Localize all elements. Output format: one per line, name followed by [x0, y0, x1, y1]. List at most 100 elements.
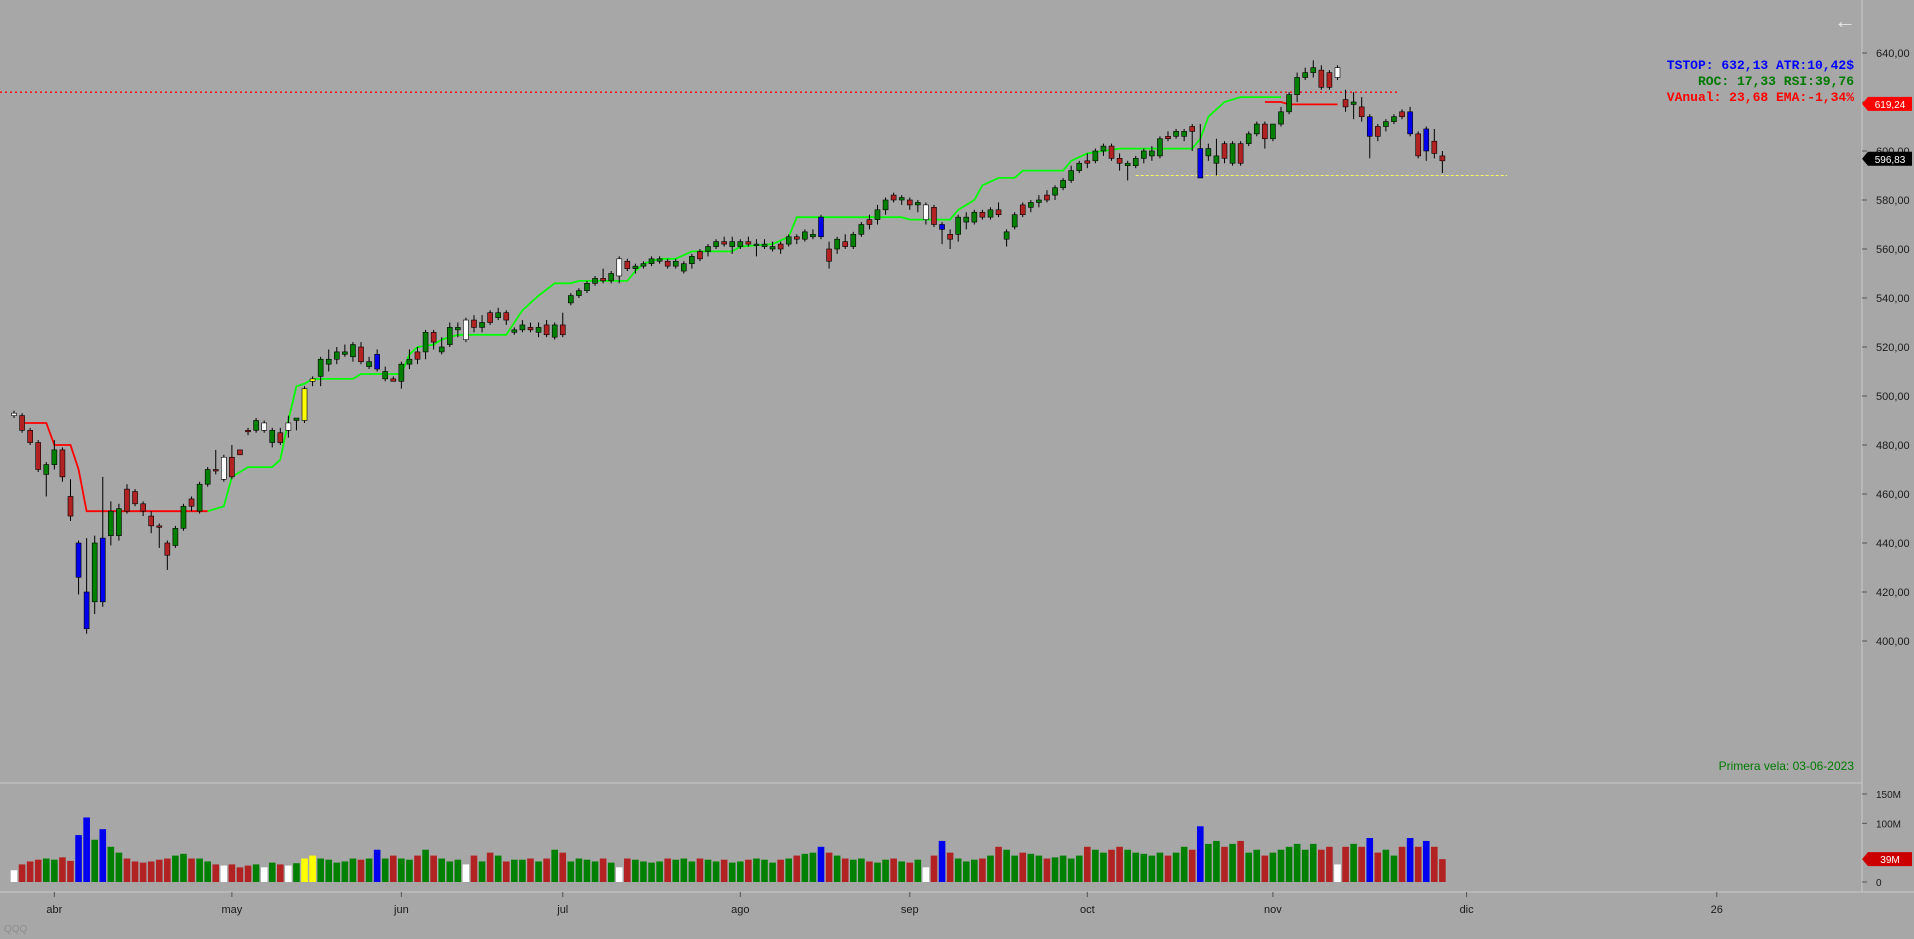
- candle-body[interactable]: [705, 246, 711, 252]
- volume-bar[interactable]: [567, 861, 575, 882]
- volume-bar[interactable]: [107, 846, 115, 882]
- volume-bar[interactable]: [591, 861, 599, 882]
- volume-bar[interactable]: [83, 817, 90, 882]
- candle-body[interactable]: [1358, 106, 1365, 118]
- candle-body[interactable]: [261, 422, 267, 431]
- candle-body[interactable]: [987, 209, 994, 218]
- candle-body[interactable]: [527, 327, 534, 331]
- volume-bar[interactable]: [1188, 849, 1196, 882]
- volume-bar[interactable]: [1374, 852, 1382, 882]
- candle-body[interactable]: [35, 442, 42, 470]
- candle-body[interactable]: [196, 483, 203, 512]
- candle-body[interactable]: [1237, 143, 1244, 164]
- candle-body[interactable]: [471, 319, 477, 328]
- candle-body[interactable]: [1229, 143, 1236, 164]
- candle-body[interactable]: [325, 358, 332, 365]
- volume-bar[interactable]: [172, 855, 179, 882]
- candle-body[interactable]: [979, 211, 986, 218]
- volume-bar[interactable]: [470, 855, 478, 882]
- volume-bar[interactable]: [293, 863, 300, 882]
- candle-body[interactable]: [1189, 126, 1196, 132]
- candle-body[interactable]: [1407, 111, 1413, 135]
- candle-body[interactable]: [923, 204, 929, 220]
- volume-bar[interactable]: [244, 865, 252, 882]
- candle-body[interactable]: [204, 469, 211, 485]
- candle-body[interactable]: [438, 346, 445, 353]
- volume-bar[interactable]: [1269, 852, 1277, 882]
- candle-body[interactable]: [1294, 77, 1300, 95]
- candle-body[interactable]: [882, 199, 889, 211]
- candle-body[interactable]: [1326, 72, 1333, 88]
- volume-bar[interactable]: [422, 849, 429, 882]
- candle-body[interactable]: [640, 263, 647, 267]
- volume-bar[interactable]: [1164, 855, 1172, 882]
- candle-body[interactable]: [906, 199, 913, 206]
- candle-body[interactable]: [164, 542, 171, 556]
- volume-bar[interactable]: [1035, 855, 1043, 882]
- volume-bar[interactable]: [1342, 846, 1349, 882]
- candle-body[interactable]: [713, 241, 719, 247]
- volume-bar[interactable]: [494, 855, 502, 882]
- candle-body[interactable]: [333, 351, 340, 360]
- candle-body[interactable]: [1181, 131, 1187, 137]
- candle-body[interactable]: [1205, 148, 1212, 157]
- candle-body[interactable]: [1278, 111, 1284, 125]
- candle-body[interactable]: [269, 429, 276, 443]
- candle-body[interactable]: [793, 236, 800, 240]
- candle-body[interactable]: [858, 224, 865, 235]
- volume-bar[interactable]: [720, 859, 728, 882]
- volume-bar[interactable]: [882, 859, 889, 882]
- candle-body[interactable]: [519, 324, 526, 331]
- volume-bar[interactable]: [75, 835, 82, 882]
- volume-bar[interactable]: [123, 858, 131, 882]
- volume-bar[interactable]: [559, 852, 567, 882]
- candle-body[interactable]: [1132, 158, 1139, 167]
- candle-body[interactable]: [1068, 170, 1074, 181]
- volume-bar[interactable]: [91, 839, 98, 882]
- volume-bar[interactable]: [502, 861, 510, 882]
- volume-bar[interactable]: [1390, 855, 1398, 882]
- volume-bar[interactable]: [1213, 840, 1220, 882]
- volume-bar[interactable]: [511, 859, 518, 882]
- candle-body[interactable]: [430, 331, 437, 343]
- candle-body[interactable]: [898, 197, 905, 201]
- volume-bar[interactable]: [1051, 857, 1059, 882]
- candle-body[interactable]: [915, 202, 921, 206]
- volume-bar[interactable]: [583, 859, 591, 882]
- candle-body[interactable]: [850, 234, 857, 247]
- volume-bar[interactable]: [672, 859, 680, 882]
- volume-bar[interactable]: [357, 859, 365, 882]
- candle-body[interactable]: [108, 510, 114, 536]
- candle-body[interactable]: [1116, 158, 1123, 164]
- candle-body[interactable]: [1108, 145, 1115, 159]
- volume-bar[interactable]: [1132, 852, 1140, 882]
- volume-bar[interactable]: [301, 858, 308, 882]
- volume-bar[interactable]: [995, 846, 1002, 882]
- candle-body[interactable]: [1375, 126, 1381, 137]
- candle-body[interactable]: [358, 346, 364, 362]
- candle-body[interactable]: [842, 241, 849, 247]
- volume-bar[interactable]: [543, 858, 550, 882]
- candle-body[interactable]: [769, 246, 776, 250]
- volume-bar[interactable]: [906, 862, 914, 882]
- volume-bar[interactable]: [825, 852, 833, 882]
- candle-body[interactable]: [422, 331, 429, 353]
- volume-bar[interactable]: [1382, 849, 1390, 882]
- candle-body[interactable]: [43, 464, 50, 475]
- candle-body[interactable]: [1036, 199, 1042, 203]
- volume-bar[interactable]: [325, 859, 333, 882]
- volume-bar[interactable]: [180, 853, 187, 882]
- candle-body[interactable]: [495, 312, 502, 318]
- candle-body[interactable]: [810, 234, 816, 238]
- volume-bar[interactable]: [688, 861, 696, 882]
- volume-bar[interactable]: [551, 849, 558, 882]
- candle-body[interactable]: [664, 260, 671, 267]
- candle-body[interactable]: [245, 429, 251, 433]
- candle-body[interactable]: [939, 224, 945, 230]
- volume-bar[interactable]: [793, 855, 801, 882]
- candle-body[interactable]: [1270, 123, 1276, 140]
- volume-bar[interactable]: [188, 858, 195, 882]
- volume-bar[interactable]: [406, 859, 413, 882]
- volume-bar[interactable]: [1067, 858, 1075, 882]
- candle-body[interactable]: [188, 498, 195, 507]
